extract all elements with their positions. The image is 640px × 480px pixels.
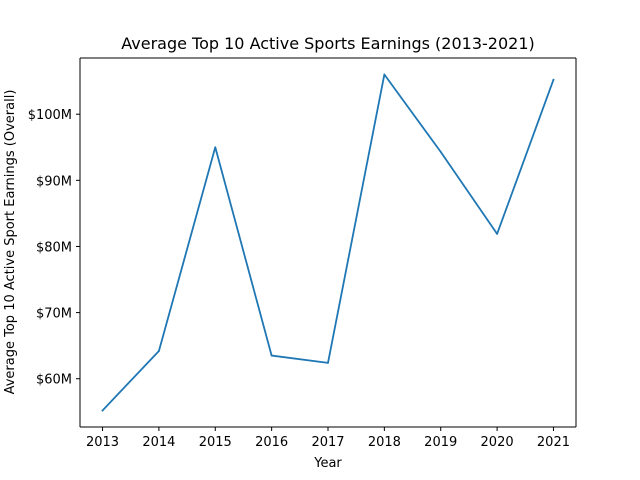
y-axis-label: Average Top 10 Active Sport Earnings (Ov… [3, 90, 18, 395]
x-tick-label: 2013 [86, 435, 119, 450]
x-axis-label: Year [313, 456, 342, 471]
x-tick-label: 2015 [199, 435, 232, 450]
data-point [214, 146, 217, 149]
plot-frame [79, 57, 577, 428]
data-point [496, 233, 498, 235]
y-tick-label: $100M [28, 108, 72, 123]
plot-area [80, 58, 576, 427]
data-point [101, 409, 104, 412]
plot-background [80, 58, 576, 427]
y-tick-label: $90M [36, 174, 72, 189]
data-point [270, 354, 273, 357]
x-tick-label: 2020 [481, 435, 514, 450]
x-tick-label: 2017 [311, 435, 344, 450]
chart-title: Average Top 10 Active Sports Earnings (2… [121, 34, 534, 53]
series-layer [101, 73, 555, 412]
data-point [327, 361, 329, 364]
data-point [158, 350, 160, 352]
x-tick-label: 2021 [537, 435, 570, 450]
x-tick-label: 2019 [424, 435, 457, 450]
data-point [383, 73, 386, 76]
x-tick-label: 2018 [368, 435, 401, 450]
x-tick-label: 2014 [142, 435, 175, 450]
y-tick-label: $60M [36, 373, 72, 388]
data-point [552, 78, 555, 81]
y-tick-label: $70M [36, 307, 72, 322]
y-axis-ticks: $60M $70M $80M $90M $100M [28, 108, 80, 388]
data-point [439, 151, 442, 153]
x-axis-ticks: 2013 2014 2015 2016 2017 2018 2019 2020 2021 [86, 427, 570, 450]
y-tick-label: $80M [36, 240, 72, 255]
x-tick-label: 2016 [255, 435, 288, 450]
